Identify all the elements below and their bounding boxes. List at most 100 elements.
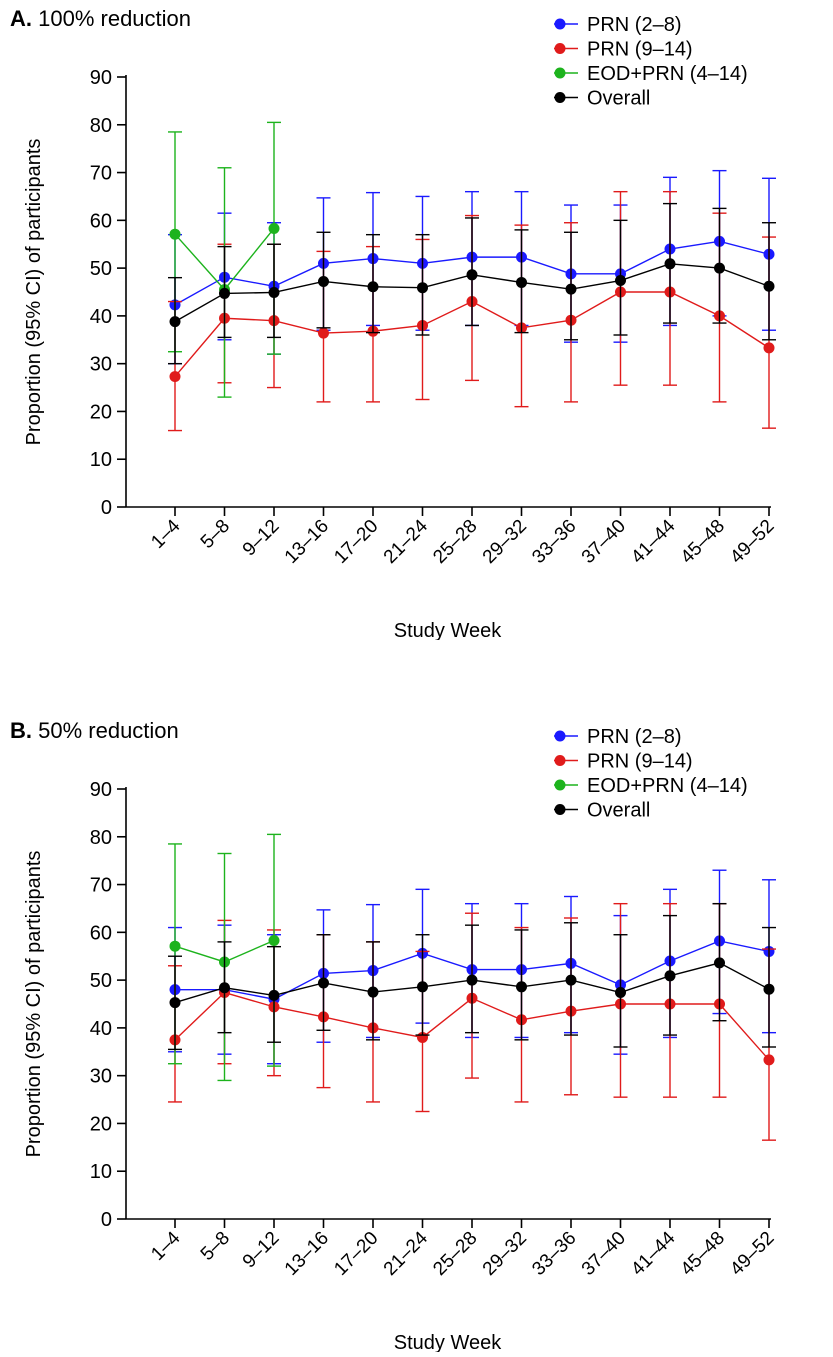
data-point <box>763 1054 775 1066</box>
y-tick-label: 20 <box>90 1113 112 1135</box>
data-point <box>466 269 478 281</box>
legend-swatch-marker <box>554 730 566 742</box>
x-tick-label: 9–12 <box>239 516 284 561</box>
data-point <box>417 282 428 294</box>
y-tick-label: 80 <box>90 827 112 849</box>
data-point <box>367 986 379 998</box>
y-tick-label: 30 <box>90 1066 112 1088</box>
x-tick-label: 41–44 <box>627 1227 680 1280</box>
data-point <box>268 286 280 298</box>
y-tick-label: 0 <box>101 1209 112 1231</box>
legend-item: PRN (2–8) <box>554 726 681 748</box>
data-point <box>219 287 230 299</box>
y-tick-label: 10 <box>90 1161 112 1183</box>
legend-label: EOD+PRN (4–14) <box>587 63 748 85</box>
x-axis-title: Study Week <box>394 1332 502 1352</box>
series-4 <box>168 202 776 365</box>
y-tick-label: 90 <box>90 67 112 89</box>
data-point <box>763 983 775 995</box>
x-tick-label: 5–8 <box>197 516 234 553</box>
x-tick-label: 33–36 <box>528 1228 580 1280</box>
x-tick-label: 13–16 <box>281 516 333 568</box>
x-tick-label: 41–44 <box>627 515 680 568</box>
y-axis-title: Proportion (95% CI) of participants <box>23 851 45 1158</box>
legend-item: PRN (9–14) <box>554 39 693 61</box>
x-tick-label: 1–4 <box>147 1227 185 1265</box>
data-point <box>763 280 775 292</box>
y-tick-label: 70 <box>90 163 112 185</box>
y-tick-label: 20 <box>90 401 112 423</box>
panel-a-title: A. 100% reduction <box>10 6 191 32</box>
legend-item: EOD+PRN (4–14) <box>554 63 748 85</box>
data-point <box>169 371 181 383</box>
panel-b-title-text: 50% reduction <box>38 718 179 743</box>
data-point <box>615 987 626 999</box>
y-tick-label: 10 <box>90 449 112 471</box>
legend-label: PRN (2–8) <box>587 14 681 36</box>
chart-panel-b: B. 50% reduction 0 10 20 30 40 50 60 70 80 90 1–4 5… <box>0 712 833 1352</box>
legend-swatch-marker <box>554 755 566 766</box>
data-point <box>219 982 230 994</box>
x-tick-label: 21–24 <box>380 515 433 568</box>
x-tick-label: 17–20 <box>330 1228 382 1280</box>
data-point <box>516 276 527 288</box>
x-tick-label: 17–20 <box>330 516 382 568</box>
x-tick-label: 29–32 <box>479 516 531 568</box>
x-tick-label: 9–12 <box>239 1228 284 1273</box>
data-point <box>664 258 676 270</box>
y-tick-label: 60 <box>90 210 112 232</box>
data-point <box>714 262 725 274</box>
data-point <box>268 989 280 1001</box>
y-tick-label: 50 <box>90 970 112 992</box>
chart-panel-a: A. 100% reduction 0 10 20 30 40 50 60 70 80 90 1–4… <box>0 0 833 640</box>
x-tick-label: 49–52 <box>726 516 778 568</box>
x-tick-label: 37–40 <box>578 1228 630 1280</box>
x-axis-title: Study Week <box>394 620 502 640</box>
panel-a-title-text: 100% reduction <box>38 6 192 31</box>
data-point <box>169 228 181 240</box>
data-point <box>466 974 478 986</box>
legend-label: Overall <box>587 88 650 110</box>
data-point <box>367 281 379 293</box>
legend-label: PRN (9–14) <box>587 751 693 773</box>
x-tick-label: 13–16 <box>281 1228 333 1280</box>
x-tick-label: 45–48 <box>677 516 729 568</box>
legend-label: Overall <box>587 800 650 822</box>
data-point <box>318 327 329 339</box>
legend-item: PRN (2–8) <box>554 14 681 36</box>
x-tick-label: 33–36 <box>528 516 580 568</box>
x-tick-label: 49–52 <box>726 1228 778 1280</box>
x-tick-label: 1–4 <box>147 515 185 553</box>
y-tick-label: 30 <box>90 354 112 376</box>
y-tick-label: 40 <box>90 306 112 328</box>
data-point <box>318 275 329 287</box>
data-point <box>714 957 725 969</box>
data-point <box>615 275 626 287</box>
panel-a-letter: A. <box>10 6 32 31</box>
panel-b-title: B. 50% reduction <box>10 718 179 744</box>
y-tick-label: 80 <box>90 115 112 137</box>
x-tick-label: 5–8 <box>197 1228 234 1265</box>
y-tick-label: 50 <box>90 258 112 280</box>
y-tick-label: 40 <box>90 1018 112 1040</box>
legend-swatch-marker <box>554 92 566 103</box>
data-point <box>169 997 181 1009</box>
legend-item: Overall <box>554 800 650 822</box>
x-tick-label: 25–28 <box>429 1228 481 1280</box>
x-tick-label: 45–48 <box>677 1228 729 1280</box>
legend-swatch-marker <box>554 67 566 79</box>
data-point <box>565 974 577 986</box>
legend-label: PRN (9–14) <box>587 39 693 61</box>
data-point <box>268 222 280 234</box>
data-point <box>565 283 577 295</box>
data-point <box>763 342 775 354</box>
x-tick-label: 25–28 <box>429 516 481 568</box>
series-4 <box>168 902 776 1051</box>
legend-label: PRN (2–8) <box>587 726 681 748</box>
x-tick-label: 37–40 <box>578 516 630 568</box>
data-point <box>169 316 181 328</box>
legend-swatch-marker <box>554 804 566 815</box>
panel-b-letter: B. <box>10 718 32 743</box>
